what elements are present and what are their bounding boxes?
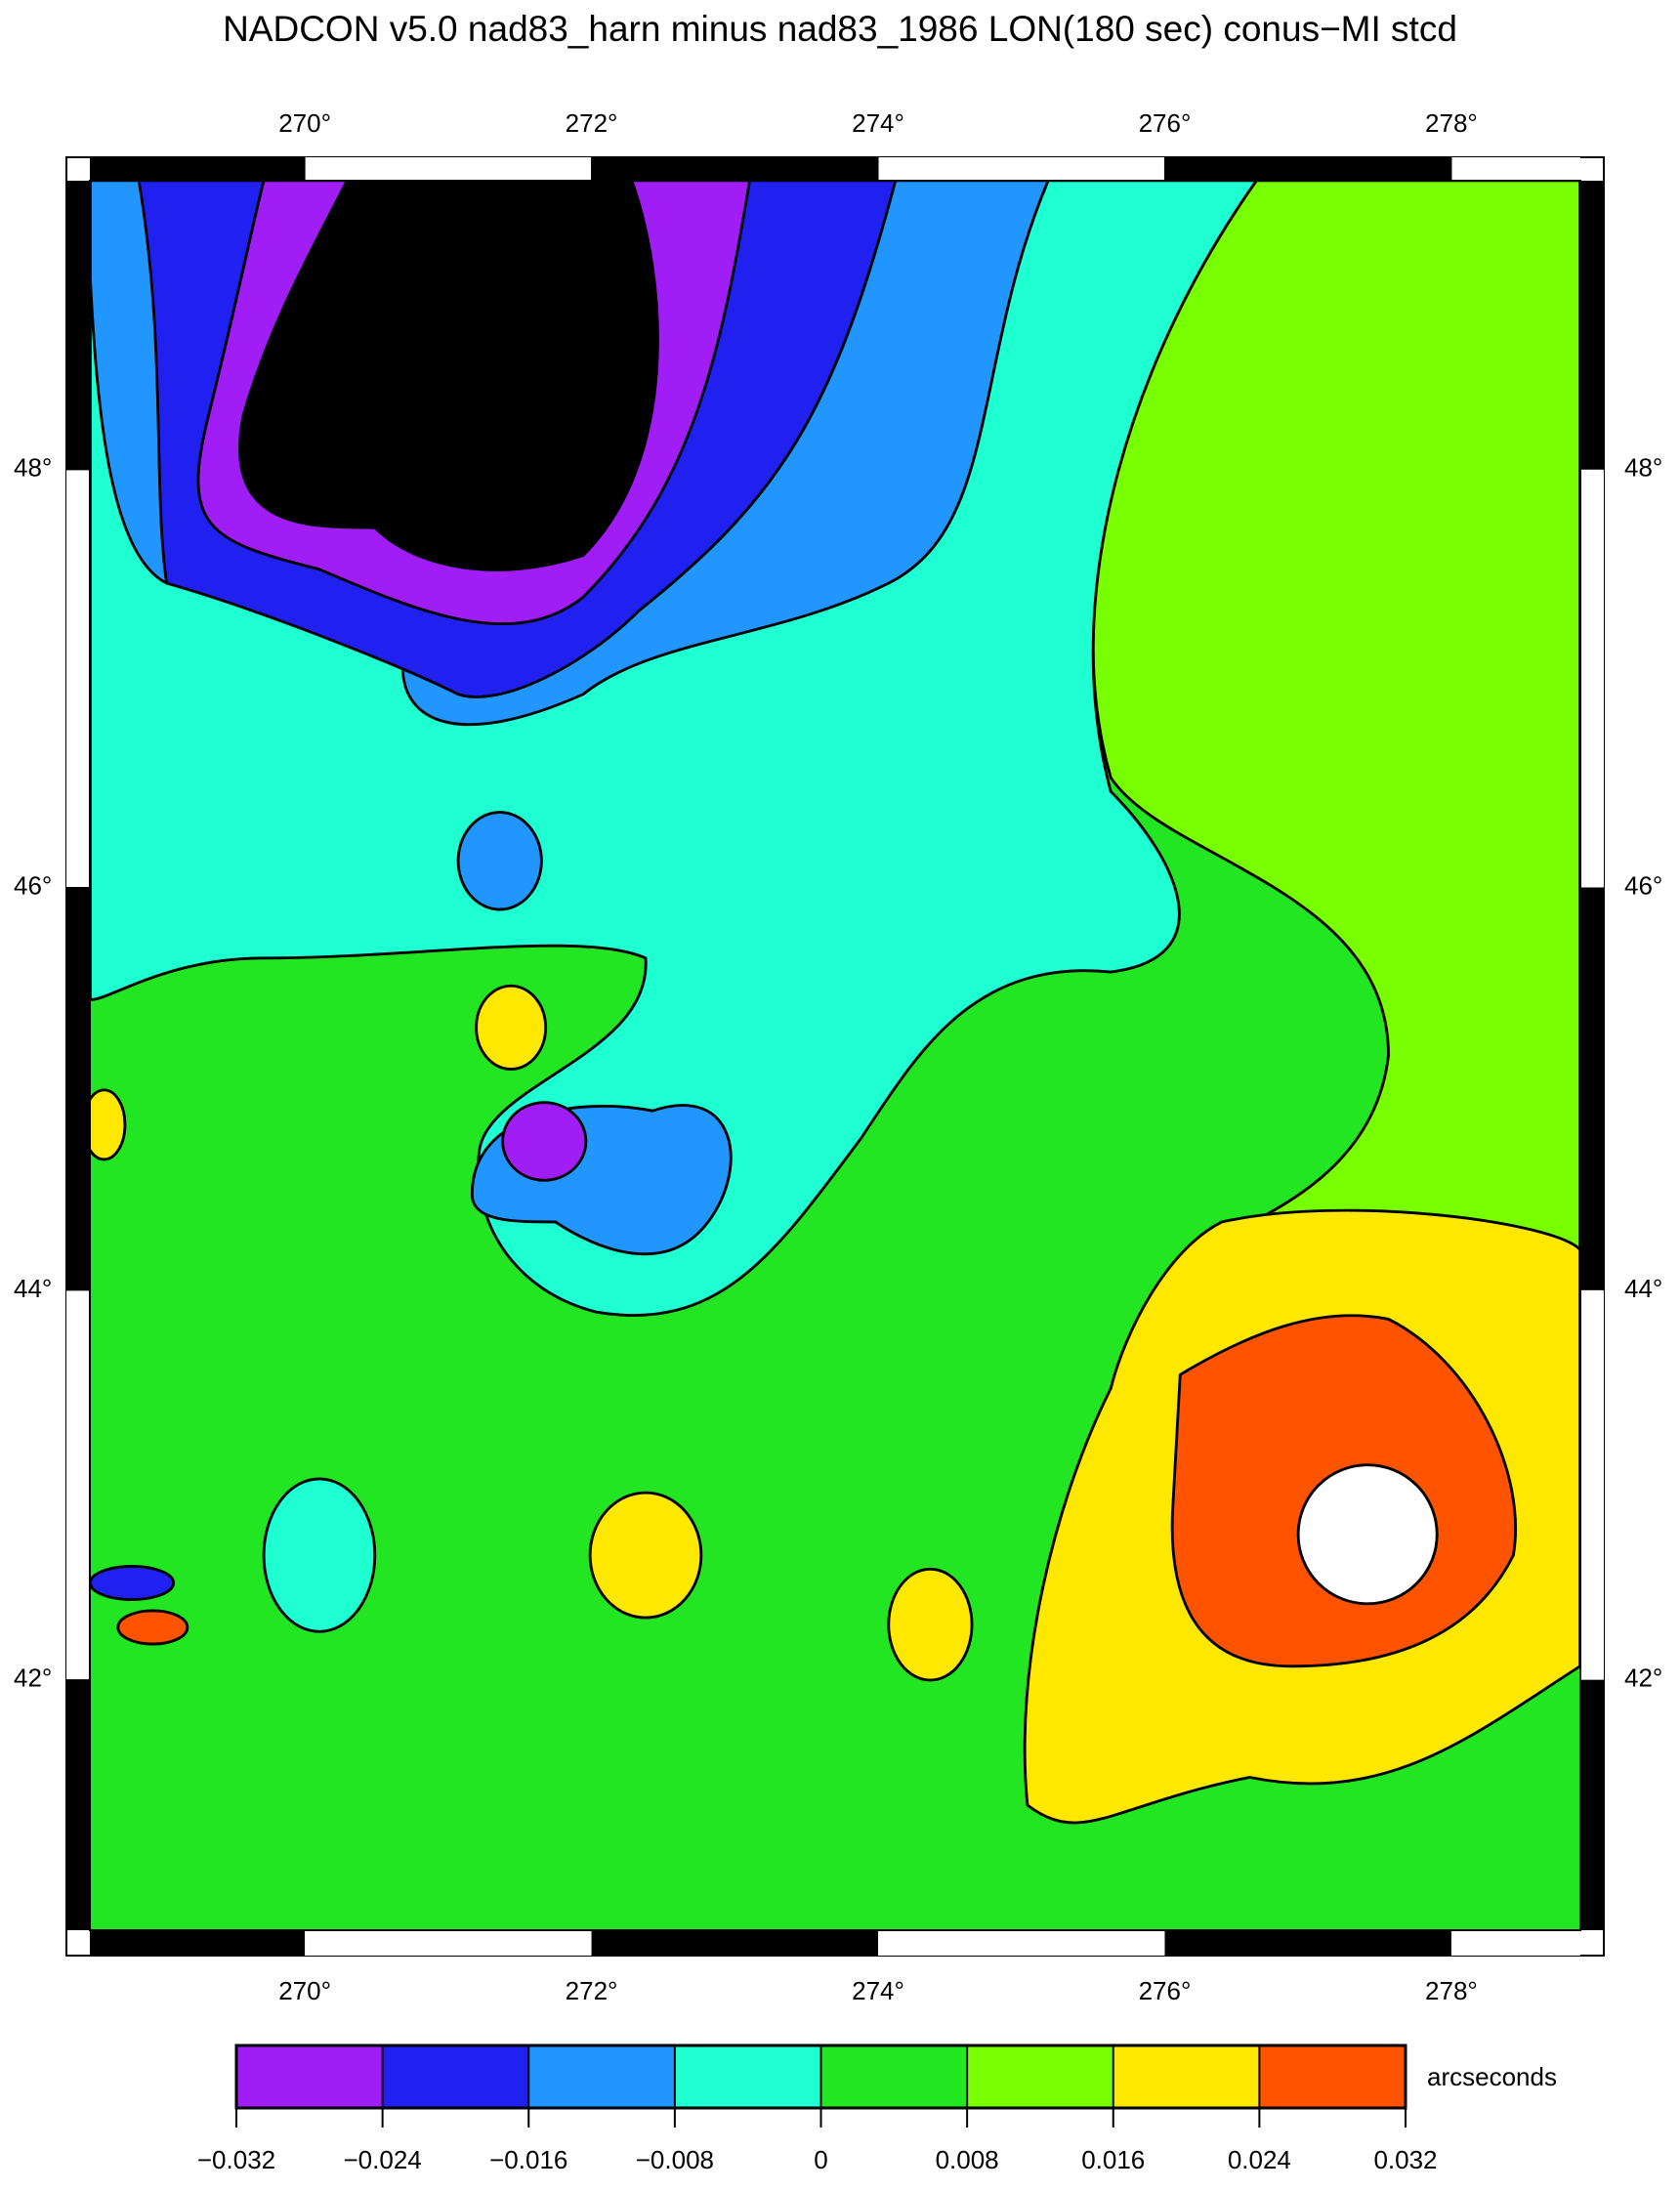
frame-bar (878, 157, 1165, 181)
region (456, 811, 543, 911)
lon-tick-label: 274° (852, 108, 904, 138)
lat-tick-label: 42° (14, 1664, 52, 1693)
colorbar-tick-label: −0.016 (489, 2145, 567, 2174)
colorbar-unit: arcseconds (1427, 2062, 1557, 2091)
colorbar-tick-label: −0.024 (344, 2145, 422, 2174)
lon-tick-label: 272° (566, 1976, 618, 2005)
colorbar-tick-label: 0 (814, 2145, 827, 2174)
frame-bar (66, 1289, 90, 1680)
frame-bar (1580, 469, 1604, 888)
lat-tick-label: 44° (14, 1274, 52, 1303)
colorbar-tick-label: 0.024 (1228, 2145, 1291, 2174)
region (90, 1565, 176, 1601)
lon-tick-label: 278° (1425, 1976, 1478, 2005)
region (501, 1101, 588, 1182)
region (887, 1567, 974, 1682)
color-band (382, 2045, 529, 2108)
color-band (236, 2045, 383, 2108)
region (1296, 1463, 1439, 1606)
frame-bar (305, 157, 592, 181)
lat-tick-label: 42° (1624, 1664, 1662, 1693)
frame-bar (90, 1930, 306, 1956)
map-frame: 270° 270° 272° 272° 274° 274° 276° 276° 278° 278°… (14, 108, 1662, 2005)
frame-bar (591, 1930, 879, 1956)
region (588, 1491, 703, 1620)
color-band (967, 2045, 1113, 2108)
color-band (1113, 2045, 1260, 2108)
frame-bar (1580, 887, 1604, 1290)
colorbar-tick-label: 0.008 (936, 2145, 999, 2174)
region (475, 984, 548, 1071)
lon-tick-label: 272° (566, 108, 618, 138)
lat-tick-label: 48° (1624, 453, 1662, 483)
lat-tick-label: 46° (1624, 870, 1662, 900)
lon-tick-label: 276° (1139, 1976, 1192, 2005)
title: NADCON v5.0 nad83_harn minus nad83_1986 … (223, 9, 1457, 49)
frame-bar (1580, 1679, 1604, 1930)
frame-bar (1164, 157, 1451, 181)
frame-bar (1164, 1930, 1451, 1956)
color-band (674, 2045, 821, 2108)
lon-tick-label: 276° (1139, 108, 1192, 138)
colorbar-tick-label: 0.032 (1373, 2145, 1437, 2174)
frame-bar (90, 157, 306, 181)
region (238, 180, 659, 571)
frame-bar (305, 1930, 592, 1956)
region (116, 1609, 189, 1646)
frame-bar (66, 181, 90, 470)
frame-bar (1450, 1930, 1580, 1956)
region (90, 1088, 127, 1161)
color-band (820, 2045, 968, 2108)
colorbar-tick-label: 0.016 (1081, 2145, 1145, 2174)
lat-tick-label: 44° (1624, 1274, 1662, 1303)
colorbar-tick-label: −0.032 (197, 2145, 275, 2174)
lon-tick-label: 278° (1425, 108, 1478, 138)
lat-tick-label: 46° (14, 870, 52, 900)
region (262, 1477, 377, 1633)
frame-bar (591, 157, 879, 181)
frame-bar (66, 1679, 90, 1930)
map-border (89, 180, 1581, 1931)
lon-tick-label: 274° (852, 1976, 904, 2005)
color-band (528, 2045, 675, 2108)
frame-bar (1580, 1289, 1604, 1680)
colorbar-tick-label: −0.008 (636, 2145, 714, 2174)
frame-bar (66, 887, 90, 1290)
lon-tick-label: 270° (278, 1976, 331, 2005)
lon-tick-label: 270° (278, 108, 331, 138)
frame-bar (66, 469, 90, 888)
color-band (1259, 2045, 1406, 2108)
frame-bar (1580, 181, 1604, 470)
frame-bar (1450, 157, 1580, 181)
frame-bar (878, 1930, 1165, 1956)
lat-tick-label: 48° (14, 453, 52, 483)
contour-map (90, 180, 1580, 1930)
colorbar: −0.032 −0.024 −0.016 −0.008 0 0.008 0.016 0.024… (197, 2044, 1438, 2174)
